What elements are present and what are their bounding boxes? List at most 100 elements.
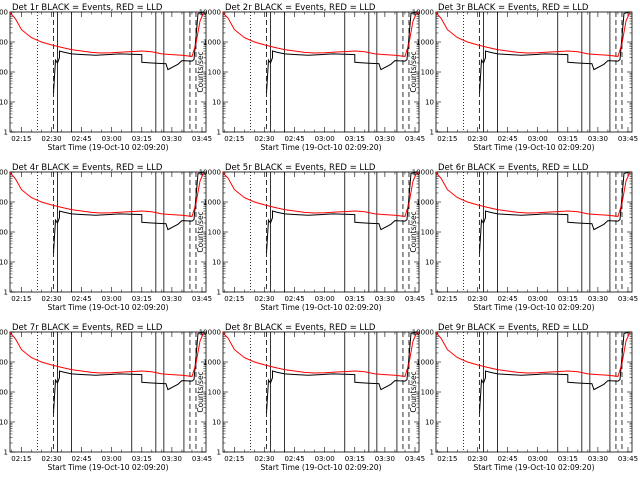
y-tick-label: 10 [0,259,8,267]
x-tick-label: 03:30 [162,135,182,143]
x-tick-label: 03:30 [162,455,182,463]
x-tick-label: 02:30 [41,455,61,463]
lld-series-line [221,331,418,377]
x-tick-label: 02:15 [224,455,244,463]
lld-series-line [221,11,418,57]
y-tick-label: 10000 [199,9,221,17]
y-tick-label: 10 [425,419,434,427]
y-tick-label: 1 [4,289,8,297]
x-tick-label: 02:15 [437,455,457,463]
x-tick-label: 03:45 [618,295,638,303]
y-tick-label: 1000 [416,199,434,207]
y-tick-label: 100 [208,69,221,77]
x-tick-label: 03:15 [345,135,365,143]
y-tick-label: 1 [217,449,221,457]
x-tick-label: 03:30 [162,295,182,303]
y-tick-label: 100 [208,229,221,237]
y-tick-label: 1 [430,129,434,137]
lld-series-line [434,11,631,57]
y-tick-label: 10000 [0,169,8,177]
plot-frame [9,171,207,293]
y-axis-label: Counts/sec [196,211,205,252]
x-tick-label: 02:45 [71,295,91,303]
y-axis-label: Counts/sec [409,371,418,412]
x-tick-label: 02:45 [71,455,91,463]
x-tick-label: 02:30 [41,135,61,143]
y-axis-label: Counts/sec [196,51,205,92]
x-tick-label: 03:45 [192,135,212,143]
chart-panel: Det 5r BLACK = Events, RED = LLD 1 10 100 10… [196,163,425,312]
panel-title: Det 3r BLACK = Events, RED = LLD [438,3,589,13]
x-tick-label: 03:30 [588,455,608,463]
y-tick-label: 10 [0,99,8,107]
y-tick-label: 10 [0,419,8,427]
x-tick-label: 02:45 [284,295,304,303]
x-tick-label: 02:45 [284,455,304,463]
x-axis-label: Start Time (19-Oct-10 02:09:20) [47,303,168,312]
x-tick-label: 03:30 [588,135,608,143]
x-tick-label: 03:00 [315,455,335,463]
x-tick-label: 03:00 [315,295,335,303]
x-tick-label: 03:45 [405,455,425,463]
y-tick-label: 1 [430,289,434,297]
x-tick-label: 03:15 [558,455,578,463]
x-tick-label: 03:00 [102,295,122,303]
x-tick-label: 03:45 [618,135,638,143]
y-tick-label: 10000 [412,169,434,177]
x-tick-label: 02:30 [467,455,487,463]
chart-panel: Det 4r BLACK = Events, RED = LLD 1 10 100 10… [0,163,212,312]
x-tick-label: 02:15 [11,135,31,143]
y-tick-label: 1000 [0,39,8,47]
x-tick-label: 02:15 [11,295,31,303]
lld-series-line [8,171,205,217]
plot-frame [435,171,633,293]
x-tick-label: 03:45 [405,295,425,303]
events-series-line [53,331,205,414]
plot-frame [9,331,207,453]
chart-panel: Det 2r BLACK = Events, RED = LLD 1 10 100 10… [196,3,425,152]
x-axis-label: Start Time (19-Oct-10 02:09:20) [473,303,594,312]
panel-title: Det 1r BLACK = Events, RED = LLD [12,3,163,13]
y-tick-label: 1000 [203,199,221,207]
x-axis-label: Start Time (19-Oct-10 02:09:20) [47,143,168,152]
panel-title: Det 5r BLACK = Events, RED = LLD [225,163,376,173]
events-series-line [266,331,418,414]
y-tick-label: 10000 [199,169,221,177]
plot-frame [222,171,420,293]
events-series-line [53,11,205,94]
x-axis-label: Start Time (19-Oct-10 02:09:20) [47,463,168,472]
x-tick-label: 02:15 [11,455,31,463]
x-tick-label: 02:15 [437,135,457,143]
x-tick-label: 02:45 [497,295,517,303]
x-tick-label: 03:45 [192,455,212,463]
y-tick-label: 1000 [416,359,434,367]
y-tick-label: 10000 [199,329,221,337]
panel-title: Det 8r BLACK = Events, RED = LLD [225,323,376,333]
x-tick-label: 02:30 [467,295,487,303]
x-axis-label: Start Time (19-Oct-10 02:09:20) [473,463,594,472]
events-series-line [266,11,418,94]
x-tick-label: 02:30 [254,295,274,303]
y-axis-label: Counts/sec [409,51,418,92]
y-tick-label: 100 [421,69,434,77]
events-series-line [479,171,631,254]
y-tick-label: 1 [4,449,8,457]
x-tick-label: 03:30 [375,295,395,303]
x-axis-label: Start Time (19-Oct-10 02:09:20) [260,463,381,472]
y-tick-label: 10 [425,99,434,107]
x-tick-label: 03:00 [315,135,335,143]
panel-title: Det 6r BLACK = Events, RED = LLD [438,163,589,173]
y-tick-label: 100 [0,229,8,237]
x-tick-label: 02:30 [254,135,274,143]
x-tick-label: 02:15 [224,295,244,303]
x-axis-label: Start Time (19-Oct-10 02:09:20) [473,143,594,152]
chart-panel: Det 1r BLACK = Events, RED = LLD 1 10 100 10… [0,3,212,152]
x-tick-label: 02:30 [467,135,487,143]
lld-series-line [434,331,631,377]
x-tick-label: 02:45 [71,135,91,143]
x-tick-label: 02:15 [437,295,457,303]
y-tick-label: 1000 [416,39,434,47]
lld-series-line [221,171,418,217]
x-tick-label: 03:45 [618,455,638,463]
y-tick-label: 100 [208,389,221,397]
